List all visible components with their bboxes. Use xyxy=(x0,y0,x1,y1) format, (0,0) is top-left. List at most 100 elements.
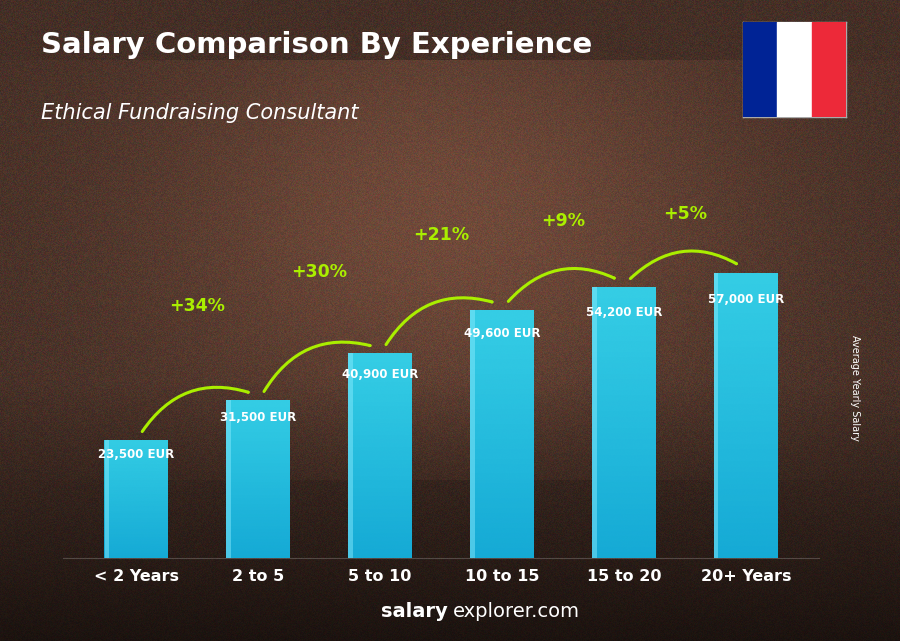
Text: explorer.com: explorer.com xyxy=(453,602,580,621)
Bar xyxy=(227,400,230,558)
Bar xyxy=(227,457,290,460)
Bar xyxy=(714,279,778,285)
Bar xyxy=(471,369,534,374)
Bar xyxy=(714,449,778,455)
Bar xyxy=(348,419,411,423)
Bar xyxy=(471,429,534,434)
Bar xyxy=(471,513,534,518)
Bar xyxy=(227,492,290,495)
Bar xyxy=(104,443,168,445)
Bar xyxy=(227,542,290,545)
FancyArrowPatch shape xyxy=(142,387,248,431)
Bar xyxy=(714,358,778,364)
Bar xyxy=(227,467,290,470)
FancyArrowPatch shape xyxy=(508,269,615,301)
Bar xyxy=(592,482,655,487)
Bar xyxy=(104,470,168,473)
Bar xyxy=(104,480,168,483)
Bar xyxy=(592,303,655,308)
Bar xyxy=(592,465,655,471)
Bar xyxy=(348,504,411,508)
Bar xyxy=(714,518,778,524)
Text: Salary Comparison By Experience: Salary Comparison By Experience xyxy=(41,31,592,59)
FancyArrowPatch shape xyxy=(264,342,370,392)
Bar xyxy=(471,320,534,325)
Bar xyxy=(714,364,778,370)
Bar xyxy=(592,368,655,374)
Bar xyxy=(592,374,655,379)
Bar xyxy=(227,432,290,435)
Bar xyxy=(471,404,534,409)
Bar xyxy=(471,458,534,463)
Bar xyxy=(104,541,168,544)
Bar xyxy=(348,472,411,476)
Bar xyxy=(471,528,534,533)
Bar xyxy=(471,553,534,558)
Bar xyxy=(227,426,290,429)
Bar xyxy=(104,452,168,454)
Bar xyxy=(348,427,411,431)
Bar xyxy=(227,529,290,533)
Bar xyxy=(104,454,168,456)
Bar xyxy=(714,307,778,313)
Bar xyxy=(592,319,655,325)
Bar xyxy=(227,548,290,551)
Bar xyxy=(592,330,655,336)
Bar xyxy=(104,447,168,449)
Bar xyxy=(348,480,411,484)
Bar xyxy=(714,301,778,307)
Bar xyxy=(348,439,411,443)
Text: 31,500 EUR: 31,500 EUR xyxy=(220,412,296,424)
Bar xyxy=(104,476,168,478)
Bar xyxy=(227,485,290,488)
Bar xyxy=(471,503,534,508)
Bar xyxy=(592,460,655,465)
Bar xyxy=(714,540,778,546)
Bar xyxy=(104,551,168,553)
Bar xyxy=(227,400,290,403)
Text: 57,000 EUR: 57,000 EUR xyxy=(707,293,784,306)
Bar xyxy=(348,468,411,472)
Bar xyxy=(714,529,778,535)
Bar xyxy=(227,517,290,520)
Bar xyxy=(592,363,655,368)
Bar xyxy=(714,455,778,461)
Bar xyxy=(592,412,655,417)
Bar xyxy=(227,410,290,413)
Bar xyxy=(104,539,168,541)
Bar xyxy=(104,440,168,443)
Bar xyxy=(592,385,655,390)
Bar xyxy=(471,335,534,340)
Bar xyxy=(592,352,655,357)
Bar xyxy=(227,422,290,426)
Bar xyxy=(592,525,655,531)
Bar xyxy=(471,364,534,369)
Bar xyxy=(471,399,534,404)
Bar xyxy=(227,523,290,526)
Bar xyxy=(471,438,534,444)
FancyArrowPatch shape xyxy=(386,298,492,345)
Bar xyxy=(104,506,168,508)
Bar xyxy=(471,424,534,429)
Bar xyxy=(592,297,655,303)
Bar xyxy=(592,357,655,363)
Bar xyxy=(104,513,168,515)
Bar xyxy=(227,460,290,463)
Bar xyxy=(104,490,168,492)
Bar xyxy=(227,441,290,444)
Bar xyxy=(104,511,168,513)
Bar xyxy=(348,463,411,468)
Bar xyxy=(592,308,655,314)
Bar xyxy=(714,290,778,296)
Bar xyxy=(714,501,778,506)
Bar xyxy=(471,523,534,528)
Bar xyxy=(348,460,411,463)
Bar xyxy=(227,482,290,485)
Bar xyxy=(104,508,168,511)
Bar xyxy=(104,456,168,459)
Bar xyxy=(714,444,778,449)
Bar xyxy=(471,329,534,335)
Bar xyxy=(227,476,290,479)
Bar xyxy=(471,349,534,354)
Bar xyxy=(592,487,655,493)
